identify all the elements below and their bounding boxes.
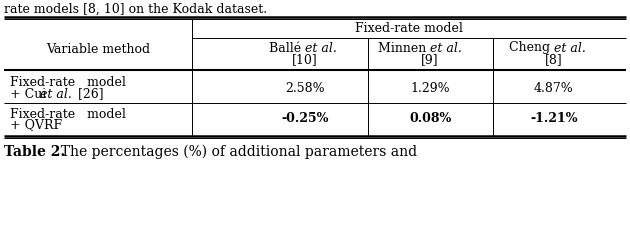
Text: Fixed-rate model: Fixed-rate model	[355, 23, 463, 36]
Text: Table 2.: Table 2.	[4, 145, 66, 159]
Text: [9]: [9]	[421, 54, 439, 66]
Text: + Cui: + Cui	[10, 88, 50, 101]
Text: The percentages (%) of additional parameters and: The percentages (%) of additional parame…	[52, 145, 417, 159]
Text: -1.21%: -1.21%	[530, 113, 578, 126]
Text: Ballé: Ballé	[269, 42, 305, 54]
Text: et al.: et al.	[40, 88, 72, 101]
Text: et al.: et al.	[554, 42, 586, 54]
Text: 1.29%: 1.29%	[410, 82, 450, 95]
Text: 0.08%: 0.08%	[409, 113, 451, 126]
Text: rate models [8, 10] on the Kodak dataset.: rate models [8, 10] on the Kodak dataset…	[4, 2, 267, 16]
Text: 2.58%: 2.58%	[285, 82, 325, 95]
Text: Fixed-rate   model: Fixed-rate model	[10, 77, 126, 90]
Text: 4.87%: 4.87%	[534, 82, 574, 95]
Text: + QVRF: + QVRF	[10, 119, 62, 132]
Text: Cheng: Cheng	[509, 42, 554, 54]
Text: [8]: [8]	[545, 54, 563, 66]
Text: et al.: et al.	[305, 42, 337, 54]
Text: Variable method: Variable method	[46, 43, 150, 56]
Text: Fixed-rate   model: Fixed-rate model	[10, 108, 126, 120]
Text: -0.25%: -0.25%	[282, 113, 329, 126]
Text: [26]: [26]	[74, 88, 103, 101]
Text: et al.: et al.	[430, 42, 462, 54]
Text: Minnen: Minnen	[378, 42, 430, 54]
Text: [10]: [10]	[292, 54, 318, 66]
